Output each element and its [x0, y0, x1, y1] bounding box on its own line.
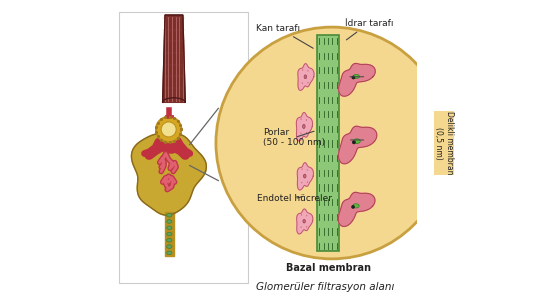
Text: Bazal membran: Bazal membran [286, 263, 371, 274]
Ellipse shape [307, 169, 308, 171]
Ellipse shape [306, 215, 307, 216]
Ellipse shape [303, 124, 305, 129]
Circle shape [352, 140, 356, 144]
Circle shape [216, 27, 448, 259]
Text: Kan tarafı: Kan tarafı [256, 23, 313, 48]
Ellipse shape [302, 82, 303, 84]
Ellipse shape [301, 119, 302, 120]
FancyBboxPatch shape [119, 12, 248, 283]
Ellipse shape [306, 132, 307, 133]
Ellipse shape [353, 74, 359, 79]
Polygon shape [298, 64, 314, 90]
Ellipse shape [301, 214, 302, 216]
Ellipse shape [167, 245, 172, 248]
Ellipse shape [353, 139, 360, 144]
Polygon shape [163, 15, 185, 102]
Ellipse shape [167, 226, 172, 230]
Ellipse shape [302, 69, 303, 70]
Polygon shape [338, 126, 377, 164]
Text: Porlar
(50 - 100 nm): Porlar (50 - 100 nm) [263, 128, 326, 147]
Ellipse shape [167, 213, 172, 217]
Circle shape [352, 76, 355, 79]
Ellipse shape [303, 174, 306, 178]
Polygon shape [165, 212, 174, 256]
Ellipse shape [307, 182, 308, 183]
Bar [317, 35, 340, 251]
Circle shape [161, 122, 176, 137]
Ellipse shape [167, 232, 172, 236]
Text: İdrar tarafı: İdrar tarafı [345, 19, 393, 40]
Circle shape [156, 117, 181, 142]
Circle shape [351, 205, 355, 209]
Ellipse shape [306, 226, 307, 227]
Text: Glomerüler filtrasyon alanı: Glomerüler filtrasyon alanı [256, 281, 394, 292]
Ellipse shape [303, 219, 305, 223]
Polygon shape [296, 113, 312, 141]
Polygon shape [338, 64, 375, 96]
Ellipse shape [167, 251, 172, 255]
Polygon shape [297, 163, 313, 190]
Ellipse shape [167, 220, 172, 223]
Polygon shape [338, 192, 375, 226]
Text: Endotel hücreler: Endotel hücreler [257, 194, 332, 203]
Ellipse shape [353, 204, 359, 208]
Polygon shape [297, 209, 313, 234]
Text: Delikli membran
(0,5 nm): Delikli membran (0,5 nm) [434, 111, 454, 175]
Ellipse shape [301, 182, 302, 183]
Polygon shape [132, 134, 206, 215]
Ellipse shape [304, 75, 306, 79]
Ellipse shape [301, 227, 302, 228]
Ellipse shape [167, 238, 172, 242]
